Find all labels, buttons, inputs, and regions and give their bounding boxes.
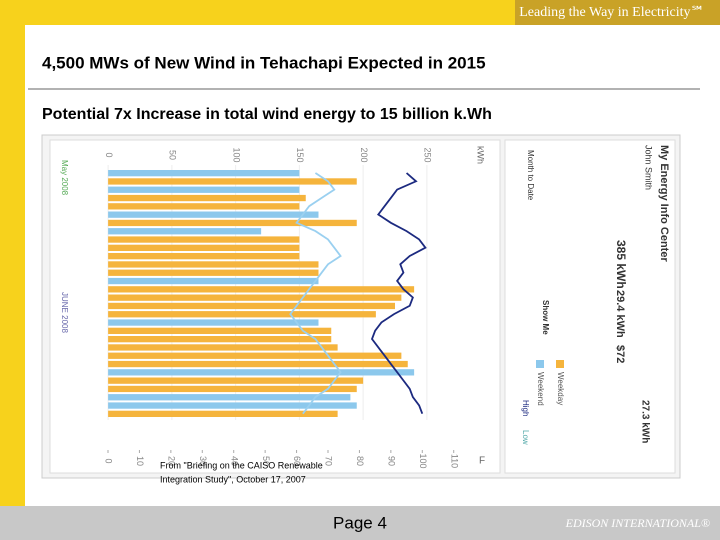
low-label: Low (521, 430, 530, 445)
usage-bar (108, 369, 415, 376)
start-label: May 2008 (60, 160, 69, 196)
usage-bar (108, 253, 300, 260)
panel-daily: 29.4 kWh (614, 290, 626, 338)
high-label: High (521, 400, 530, 416)
usage-bar (108, 203, 300, 210)
usage-bar (108, 294, 402, 301)
temp-tick-label: 110 (449, 454, 459, 468)
mid-label: JUNE 2008 (60, 292, 69, 333)
usage-bar (108, 286, 415, 293)
usage-bar (108, 385, 357, 393)
usage-bar (108, 360, 408, 368)
brand: EDISON INTERNATIONAL® (565, 516, 710, 530)
panel-show-me: Show Me (541, 300, 550, 335)
tagline: Leading the Way in Electricity℠ (519, 5, 705, 20)
usage-bar (108, 244, 300, 251)
tagline-box (515, 0, 720, 25)
legend-label: Weekend (536, 372, 545, 406)
usage-tick-label: 50 (168, 150, 178, 160)
usage-bar (108, 219, 357, 227)
panel-cost: $72 (614, 345, 626, 363)
usage-bar (108, 269, 319, 276)
low-temp-line (289, 172, 342, 415)
usage-bar (108, 336, 332, 343)
usage-unit: kWh (476, 146, 486, 164)
temp-tick-label: 60 (292, 456, 302, 466)
usage-tick-label: 150 (295, 147, 305, 162)
page-number: Page 4 (333, 513, 387, 532)
usage-bar (108, 277, 319, 285)
legend-swatch (536, 360, 544, 368)
usage-bar (108, 194, 306, 202)
usage-bar (108, 170, 300, 177)
temp-tick-label: 20 (166, 456, 176, 466)
temp-tick-label: 80 (355, 456, 365, 466)
temp-tick-label: 0 (104, 458, 114, 463)
high-temp-line (370, 172, 427, 415)
temp-tick-label: 30 (198, 456, 208, 466)
temp-tick-label: 50 (261, 456, 271, 466)
usage-tick-label: 100 (231, 147, 241, 162)
usage-bar (108, 228, 262, 235)
left-band (0, 0, 25, 506)
usage-bar (108, 410, 338, 417)
usage-tick-label: 0 (104, 152, 114, 157)
panel-heading: My Energy Info Center (658, 145, 670, 262)
temp-tick-label: 90 (386, 456, 396, 466)
temp-tick-label: 40 (229, 456, 239, 466)
usage-bar (108, 236, 300, 243)
usage-bar (108, 352, 402, 359)
usage-bar (108, 402, 357, 409)
figure-caption: Integration Study", October 17, 2007 (160, 474, 306, 484)
usage-bar (108, 186, 300, 193)
usage-bar (108, 394, 351, 401)
temp-tick-label: 100 (418, 453, 428, 468)
panel-period: Month to Date (526, 150, 535, 201)
usage-bar (108, 319, 319, 326)
panel-name: John Smith (644, 145, 654, 190)
usage-bar (108, 344, 338, 351)
slide-title: 4,500 MWs of New Wind in Tehachapi Expec… (42, 53, 486, 72)
temp-tick-label: 10 (135, 456, 145, 466)
slide-subtitle: Potential 7x Increase in total wind ener… (42, 106, 492, 123)
usage-bar (108, 302, 395, 310)
legend-swatch (556, 360, 564, 368)
panel-daily-avg: 27.3 kWh (639, 400, 650, 443)
legend-label: Weekday (556, 372, 565, 405)
panel-usage: 385 kWh (614, 240, 628, 289)
usage-bar (108, 178, 357, 185)
usage-bar (108, 311, 376, 318)
usage-bar (108, 377, 364, 384)
bottom-band (0, 506, 720, 540)
usage-tick-label: 200 (359, 147, 369, 162)
usage-bar (108, 327, 332, 334)
temp-tick-label: 70 (324, 456, 334, 466)
usage-tick-label: 250 (423, 147, 433, 162)
usage-bar (108, 211, 319, 218)
temp-unit: F (479, 456, 485, 467)
figure-caption: From "Briefing on the CAISO Renewable (160, 460, 323, 470)
info-panel (504, 139, 676, 474)
usage-bar (108, 261, 319, 268)
